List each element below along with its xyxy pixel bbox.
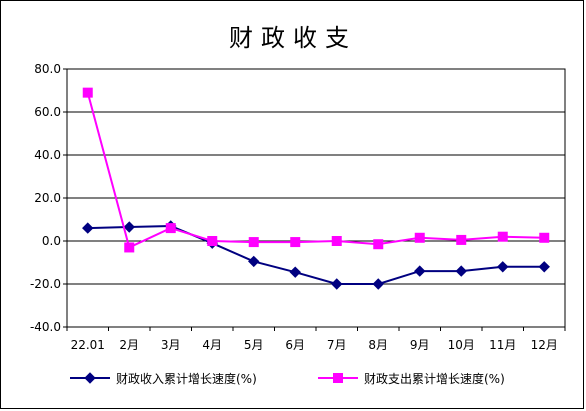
series-group (82, 87, 550, 290)
legend-marker (84, 372, 96, 384)
legend: 财政收入累计增长速度(%) 财政支出累计增长速度(%) (70, 371, 505, 386)
data-point (456, 234, 467, 245)
grid-lines (66, 68, 566, 328)
data-point (414, 232, 425, 243)
x-tick-label: 2月 (119, 338, 139, 352)
data-point (207, 236, 218, 246)
data-point (290, 237, 301, 248)
data-point (82, 222, 94, 234)
series-1 (82, 220, 550, 290)
data-point (331, 236, 342, 246)
x-tick-label: 6月 (285, 338, 305, 352)
x-tick-label: 9月 (410, 338, 430, 352)
data-point (372, 278, 384, 290)
legend-label: 财政收入累计增长速度(%) (116, 371, 257, 386)
x-tick-label: 7月 (327, 338, 347, 352)
data-point (123, 221, 135, 233)
legend-item: 财政支出累计增长速度(%) (318, 371, 505, 386)
series-2 (82, 87, 550, 253)
y-tick-label: -40.0 (30, 320, 61, 334)
x-tick-label: 11月 (489, 338, 516, 352)
data-point (248, 255, 260, 268)
x-tick-label: 8月 (368, 338, 388, 352)
y-tick-label: -20.0 (30, 277, 61, 291)
data-point (414, 265, 426, 277)
legend-label: 财政支出累计增长速度(%) (364, 371, 505, 386)
x-tick-label: 10月 (448, 338, 475, 352)
data-point (538, 261, 550, 273)
data-point (331, 278, 343, 290)
y-tick-label: 80.0 (34, 62, 61, 76)
y-tick-label: 0.0 (42, 234, 61, 248)
data-point (124, 242, 135, 253)
legend-item: 财政收入累计增长速度(%) (70, 371, 257, 386)
data-point (289, 266, 301, 278)
data-point (497, 261, 509, 273)
x-axis-ticks: 22.01 2月 3月 4月 5月 6月 7月 8月 9月 10月 11月 12月 (66, 327, 566, 352)
y-tick-label: 60.0 (34, 105, 61, 119)
chart-title: 财政收支 (229, 24, 357, 52)
x-tick-label: 4月 (202, 338, 222, 352)
y-tick-label: 20.0 (34, 191, 61, 205)
x-tick-label: 3月 (161, 338, 181, 352)
data-point (82, 87, 93, 98)
data-point (455, 265, 467, 277)
data-point (497, 231, 508, 242)
x-tick-label: 22.01 (71, 338, 105, 352)
y-tick-label: 40.0 (34, 148, 61, 162)
data-point (539, 232, 550, 243)
series-line (87, 224, 545, 285)
data-point (373, 239, 384, 250)
data-point (248, 237, 259, 248)
series-line (86, 92, 545, 249)
x-tick-label: 5月 (244, 338, 264, 352)
legend-marker (333, 373, 343, 383)
data-point (165, 223, 176, 234)
y-axis-ticks: 80.0 60.0 40.0 20.0 0.0 -20.0 -40.0 (30, 62, 67, 334)
x-tick-label: 12月 (531, 338, 558, 352)
